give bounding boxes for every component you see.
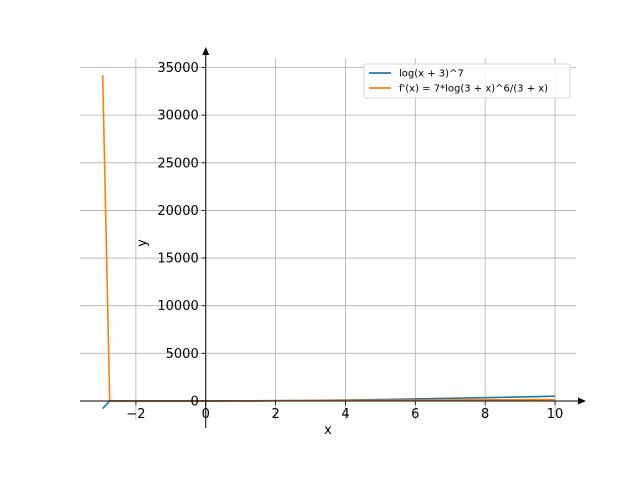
legend-box: [363, 63, 571, 99]
x-tick-label: 8: [481, 407, 489, 422]
legend-entry-label: log(x + 3)^7: [399, 69, 464, 80]
y-tick-label: 15000: [157, 252, 198, 267]
legend-entry-label: f'(x) = 7*log(3 + x)^6/(3 + x): [399, 84, 548, 95]
y-tick-label: 20000: [157, 204, 198, 219]
y-axis-label: y: [135, 239, 150, 247]
x-tick-label: 10: [547, 407, 564, 422]
y-tick-label: 10000: [157, 299, 198, 314]
axes: [80, 47, 586, 428]
x-axis-arrow-icon: [578, 397, 586, 405]
x-tick-label: 2: [271, 407, 279, 422]
y-axis-arrow-icon: [202, 47, 210, 55]
legend: log(x + 3)^7 f'(x) = 7*log(3 + x)^6/(3 + …: [363, 63, 571, 99]
y-tick-label: 0: [190, 394, 198, 409]
y-tick-label: 35000: [157, 61, 198, 76]
y-tick-label: 5000: [166, 347, 199, 362]
ticks: −2 0 2 4 6 8 10 0 5000 10000 15000 20000 25000 30000 3…: [126, 61, 563, 422]
x-tick-label: −2: [126, 407, 145, 422]
x-tick-label: 6: [411, 407, 419, 422]
x-tick-label: 0: [202, 407, 210, 422]
x-tick-label: 4: [341, 407, 349, 422]
y-tick-label: 25000: [157, 156, 198, 171]
grid: [80, 58, 576, 420]
x-axis-label: x: [324, 423, 332, 438]
y-tick-label: 30000: [157, 109, 198, 124]
